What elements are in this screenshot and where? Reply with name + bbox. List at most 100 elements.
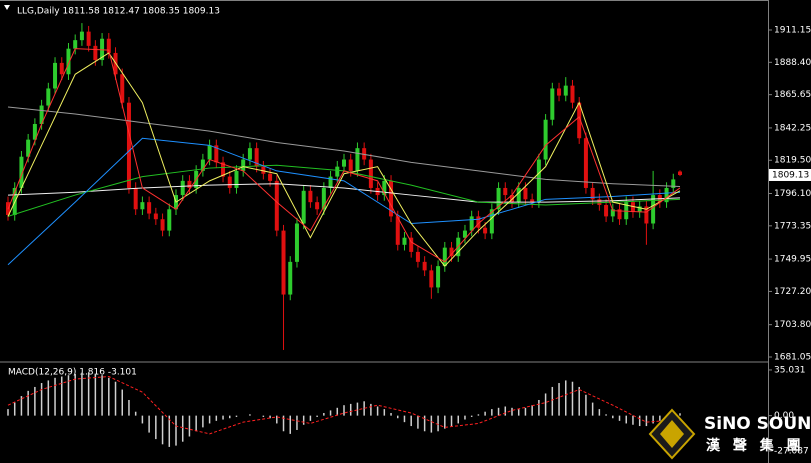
- candle-body: [368, 159, 373, 188]
- candle-body: [207, 145, 212, 160]
- candle-body: [301, 190, 306, 224]
- candle-body: [59, 62, 64, 75]
- candle-body: [563, 85, 568, 96]
- candle-body: [617, 209, 622, 220]
- candle-body: [510, 195, 514, 203]
- candle-body: [583, 138, 588, 188]
- moving-average: [7, 48, 681, 263]
- logo-name: SiNO SOUND: [704, 414, 811, 434]
- y-tick-label: 1749.95: [774, 255, 811, 265]
- y-tick-label: 1681.05: [774, 353, 811, 363]
- candle-body: [395, 216, 400, 245]
- candle-body: [604, 205, 609, 217]
- candle-body: [19, 156, 24, 188]
- candle-body: [120, 74, 125, 103]
- candle-body: [530, 199, 535, 203]
- candle-body: [469, 216, 474, 231]
- current-price-box: [769, 168, 811, 181]
- candle-body: [53, 62, 58, 89]
- candle-body: [489, 209, 494, 234]
- candle-body: [288, 261, 293, 295]
- candle-body: [429, 270, 434, 288]
- candle-body: [93, 45, 98, 61]
- candle-body: [247, 148, 252, 160]
- moving-average: [7, 137, 681, 266]
- y-tick-label: 1773.35: [774, 221, 811, 231]
- candle-body: [462, 230, 467, 238]
- candle-body: [597, 199, 602, 206]
- moving-average: [7, 106, 681, 188]
- candle-body: [422, 261, 427, 271]
- candle-body: [86, 31, 91, 46]
- candle-body: [294, 223, 299, 262]
- current-price-label: 1809.13: [772, 170, 809, 180]
- candle-body: [140, 202, 145, 210]
- candle-body: [550, 88, 555, 120]
- macd-title: MACD(12,26,9) 1.816 -3.101: [8, 368, 137, 378]
- candle-body: [610, 209, 615, 217]
- y-tick-label: 1703.80: [774, 320, 811, 330]
- moving-average: [7, 52, 681, 267]
- candle-body: [274, 180, 279, 231]
- candle-body: [39, 105, 44, 125]
- candle-body: [496, 187, 501, 210]
- y-tick-label: -27.087: [774, 446, 809, 456]
- candle-body: [308, 190, 313, 203]
- candle-body: [180, 180, 185, 196]
- candle-body: [46, 88, 51, 106]
- candle-body: [268, 173, 273, 181]
- candle-body: [32, 124, 37, 140]
- candle-body: [187, 180, 192, 188]
- y-tick-label: 1727.20: [774, 287, 811, 297]
- logo-subtitle: 漢 聲 集 團: [706, 437, 805, 454]
- chart-title: LLG,Daily 1811.58 1812.47 1808.35 1809.1…: [17, 7, 220, 17]
- candle-body: [362, 148, 367, 160]
- y-tick-label: 1796.10: [774, 189, 811, 199]
- candle-body: [442, 247, 447, 267]
- y-tick-label: 1819.50: [774, 156, 811, 166]
- candle-body: [66, 48, 71, 75]
- candle-body: [79, 31, 84, 41]
- menu-arrow: [4, 5, 10, 10]
- candle-body: [449, 247, 454, 257]
- candle-body: [651, 195, 656, 224]
- candle-body: [355, 148, 360, 171]
- candle-body: [126, 102, 131, 188]
- candle-body: [543, 119, 548, 160]
- candle-body: [73, 40, 78, 49]
- candle-body: [536, 159, 541, 203]
- candle-body: [483, 227, 488, 234]
- candle-body: [227, 176, 232, 188]
- y-tick-label: 0.00: [774, 411, 794, 421]
- candle-body: [167, 209, 172, 231]
- candle-body: [348, 159, 353, 171]
- candle-body: [644, 206, 649, 224]
- candle-body: [664, 187, 669, 203]
- candle-body: [630, 202, 635, 213]
- candle-body: [160, 219, 165, 231]
- y-tick-label: 1842.25: [774, 123, 811, 133]
- candle-body: [254, 148, 259, 167]
- candle-body: [281, 230, 286, 295]
- candle-body: [321, 187, 326, 210]
- candle-body: [147, 202, 152, 214]
- candle-body: [389, 180, 394, 217]
- candle-body: [415, 251, 420, 262]
- candle-body: [221, 162, 226, 177]
- y-tick-label: 1865.65: [774, 90, 811, 100]
- candle-body: [671, 179, 676, 188]
- candle-body: [26, 139, 31, 157]
- candle-body: [234, 170, 239, 188]
- candle-body: [342, 159, 346, 167]
- y-tick-label: 1911.15: [774, 26, 811, 36]
- y-tick-label: 35.031: [774, 365, 806, 375]
- moving-average: [7, 183, 681, 203]
- logo: SiNO SOUND 漢 聲 集 團: [648, 408, 811, 460]
- candle-body: [516, 187, 521, 203]
- candle-body: [436, 266, 441, 288]
- candle-body: [402, 237, 407, 245]
- candle-body: [409, 237, 414, 252]
- candle-body: [261, 166, 266, 174]
- candle-body: [241, 159, 246, 171]
